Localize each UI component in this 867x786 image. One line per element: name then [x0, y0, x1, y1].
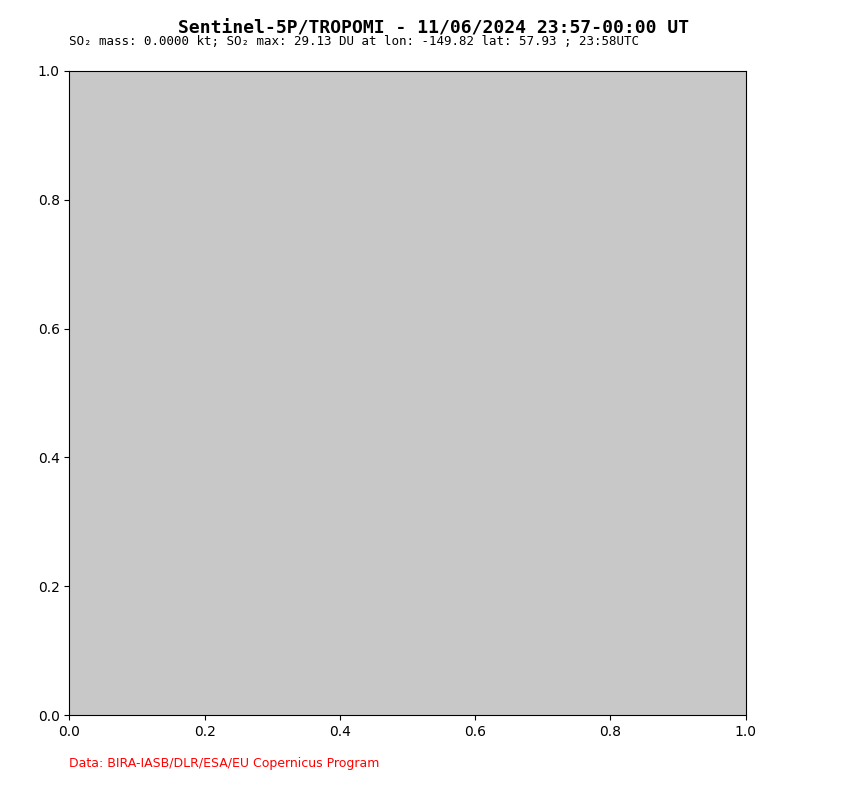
Text: Sentinel-5P/TROPOMI - 11/06/2024 23:57-00:00 UT: Sentinel-5P/TROPOMI - 11/06/2024 23:57-0…	[178, 20, 689, 38]
Text: Data: BIRA-IASB/DLR/ESA/EU Copernicus Program: Data: BIRA-IASB/DLR/ESA/EU Copernicus Pr…	[69, 757, 380, 770]
Text: SO₂ mass: 0.0000 kt; SO₂ max: 29.13 DU at lon: -149.82 lat: 57.93 ; 23:58UTC: SO₂ mass: 0.0000 kt; SO₂ max: 29.13 DU a…	[69, 35, 639, 49]
